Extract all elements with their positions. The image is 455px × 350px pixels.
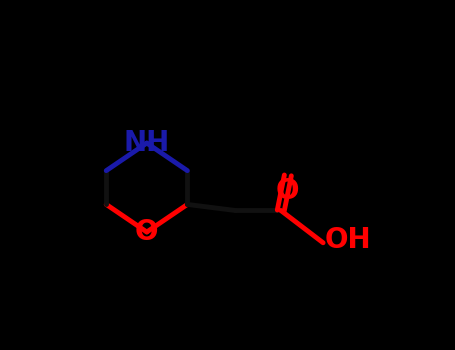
Text: OH: OH	[325, 226, 371, 254]
Text: O: O	[276, 177, 299, 205]
Text: NH: NH	[124, 129, 170, 157]
Text: O: O	[135, 218, 158, 246]
